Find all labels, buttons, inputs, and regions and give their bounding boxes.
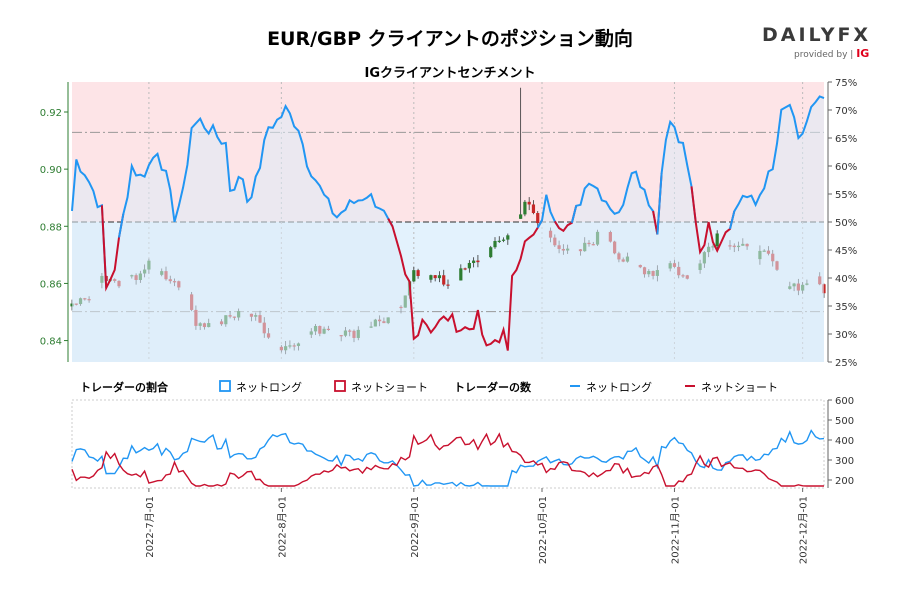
legend-ratio-short-swatch: [334, 380, 346, 392]
legend-ratio-short-label: ネットショート: [351, 381, 428, 394]
month-tick-label: 2022-9月-01: [409, 496, 421, 558]
candle-up: [497, 240, 501, 242]
candle-up: [429, 275, 433, 280]
net-long-line: [570, 170, 659, 235]
candle-up: [489, 247, 493, 258]
net-short-line: [387, 218, 543, 351]
candle-up: [493, 241, 497, 248]
candle-down: [531, 204, 536, 214]
short-count-line: [71, 432, 824, 487]
count-tick-label: 200: [835, 476, 854, 487]
legend-count-short-label: ネットショート: [701, 381, 778, 394]
long-count-line: [71, 429, 825, 487]
price-tick-label: 0.84: [40, 337, 62, 348]
sentiment-tick-label: 65%: [835, 134, 857, 145]
legend-ratio-long-label: ネットロング: [236, 380, 302, 394]
trader-count-panel: 200 300 400 500 600 2022-7月-01 2022-8月-01 2022-…: [71, 396, 854, 564]
candle-down: [476, 260, 480, 263]
count-panel-frame: [71, 399, 825, 489]
month-tick-label: 2022-12月-01: [798, 496, 810, 564]
sentiment-tick-label: 30%: [835, 330, 857, 341]
price-tick-label: 0.88: [40, 222, 62, 233]
legend-count-long-label: ネットロング: [586, 380, 652, 394]
legend-count-label: トレーダーの数: [454, 380, 532, 394]
sentiment-tick-label: 35%: [835, 302, 857, 313]
price-tick-label: 0.90: [40, 165, 62, 176]
candle-up: [519, 214, 523, 219]
count-tick-label: 500: [835, 416, 854, 427]
legend: トレーダーの割合 ネットロング ネットショート トレーダーの数 ネットロング ネ…: [80, 380, 778, 394]
candle-down: [416, 270, 420, 277]
candle-up: [472, 260, 476, 263]
sentiment-tick-label: 70%: [835, 106, 857, 117]
dailyfx-logo: DAILYFX provided by | IG: [762, 24, 872, 60]
sentiment-line: [71, 95, 825, 362]
candle-down: [446, 284, 450, 286]
chart-title: EUR/GBP クライアントのポジション動向: [267, 28, 633, 50]
count-tick-label: 400: [835, 436, 854, 447]
candle-up: [437, 275, 442, 279]
candle-up: [467, 262, 471, 269]
sentiment-tick-label: 55%: [835, 190, 857, 201]
sentiment-tick-label: 60%: [835, 162, 857, 173]
candle-up: [523, 201, 527, 215]
net-long-line: [729, 95, 825, 230]
sentiment-tick-label: 40%: [835, 274, 857, 285]
month-tick-label: 2022-7月-01: [144, 496, 156, 558]
candle-up: [506, 235, 510, 240]
candle-down: [536, 213, 540, 224]
month-tick-label: 2022-8月-01: [276, 496, 288, 558]
sentiment-tick-label: 25%: [835, 358, 857, 369]
price-tick-label: 0.92: [40, 108, 62, 119]
price-tick-label: 0.86: [40, 279, 62, 290]
candle-down: [442, 275, 446, 285]
sentiment-tick-label: 45%: [835, 246, 857, 257]
net-long-line: [656, 119, 697, 235]
month-tick-label: 2022-10月-01: [537, 496, 549, 564]
net-long-line: [71, 159, 108, 288]
logo-provided-by: provided by: [794, 50, 848, 60]
net-long-line: [118, 103, 394, 238]
candle-down: [433, 275, 437, 279]
legend-ratio-label: トレーダーの割合: [80, 380, 169, 394]
net-short-line: [690, 186, 736, 255]
sentiment-tick-label: 75%: [835, 78, 857, 89]
candle-up: [715, 233, 719, 247]
candle-up: [459, 268, 463, 281]
candle-up: [412, 270, 416, 282]
sentiment-tick-label: 50%: [835, 218, 857, 229]
sentiment-area: [72, 96, 824, 362]
logo-daily: DAILY: [762, 24, 838, 46]
logo-fx: FX: [837, 24, 872, 46]
logo-ig: IG: [856, 47, 870, 60]
candle-down: [527, 201, 531, 205]
legend-ratio-long-swatch: [219, 380, 231, 392]
candle-up: [501, 239, 506, 241]
chart-subtitle: IGクライアントセンチメント: [364, 66, 536, 81]
candle-down: [463, 268, 467, 270]
month-tick-label: 2022-11月-01: [669, 496, 681, 564]
count-tick-label: 600: [835, 396, 854, 407]
count-tick-label: 300: [835, 456, 854, 467]
main-axes: 0.84 0.86 0.88 0.90 0.92 25% 30% 35% 40% 45% 50% 55…: [40, 78, 858, 369]
